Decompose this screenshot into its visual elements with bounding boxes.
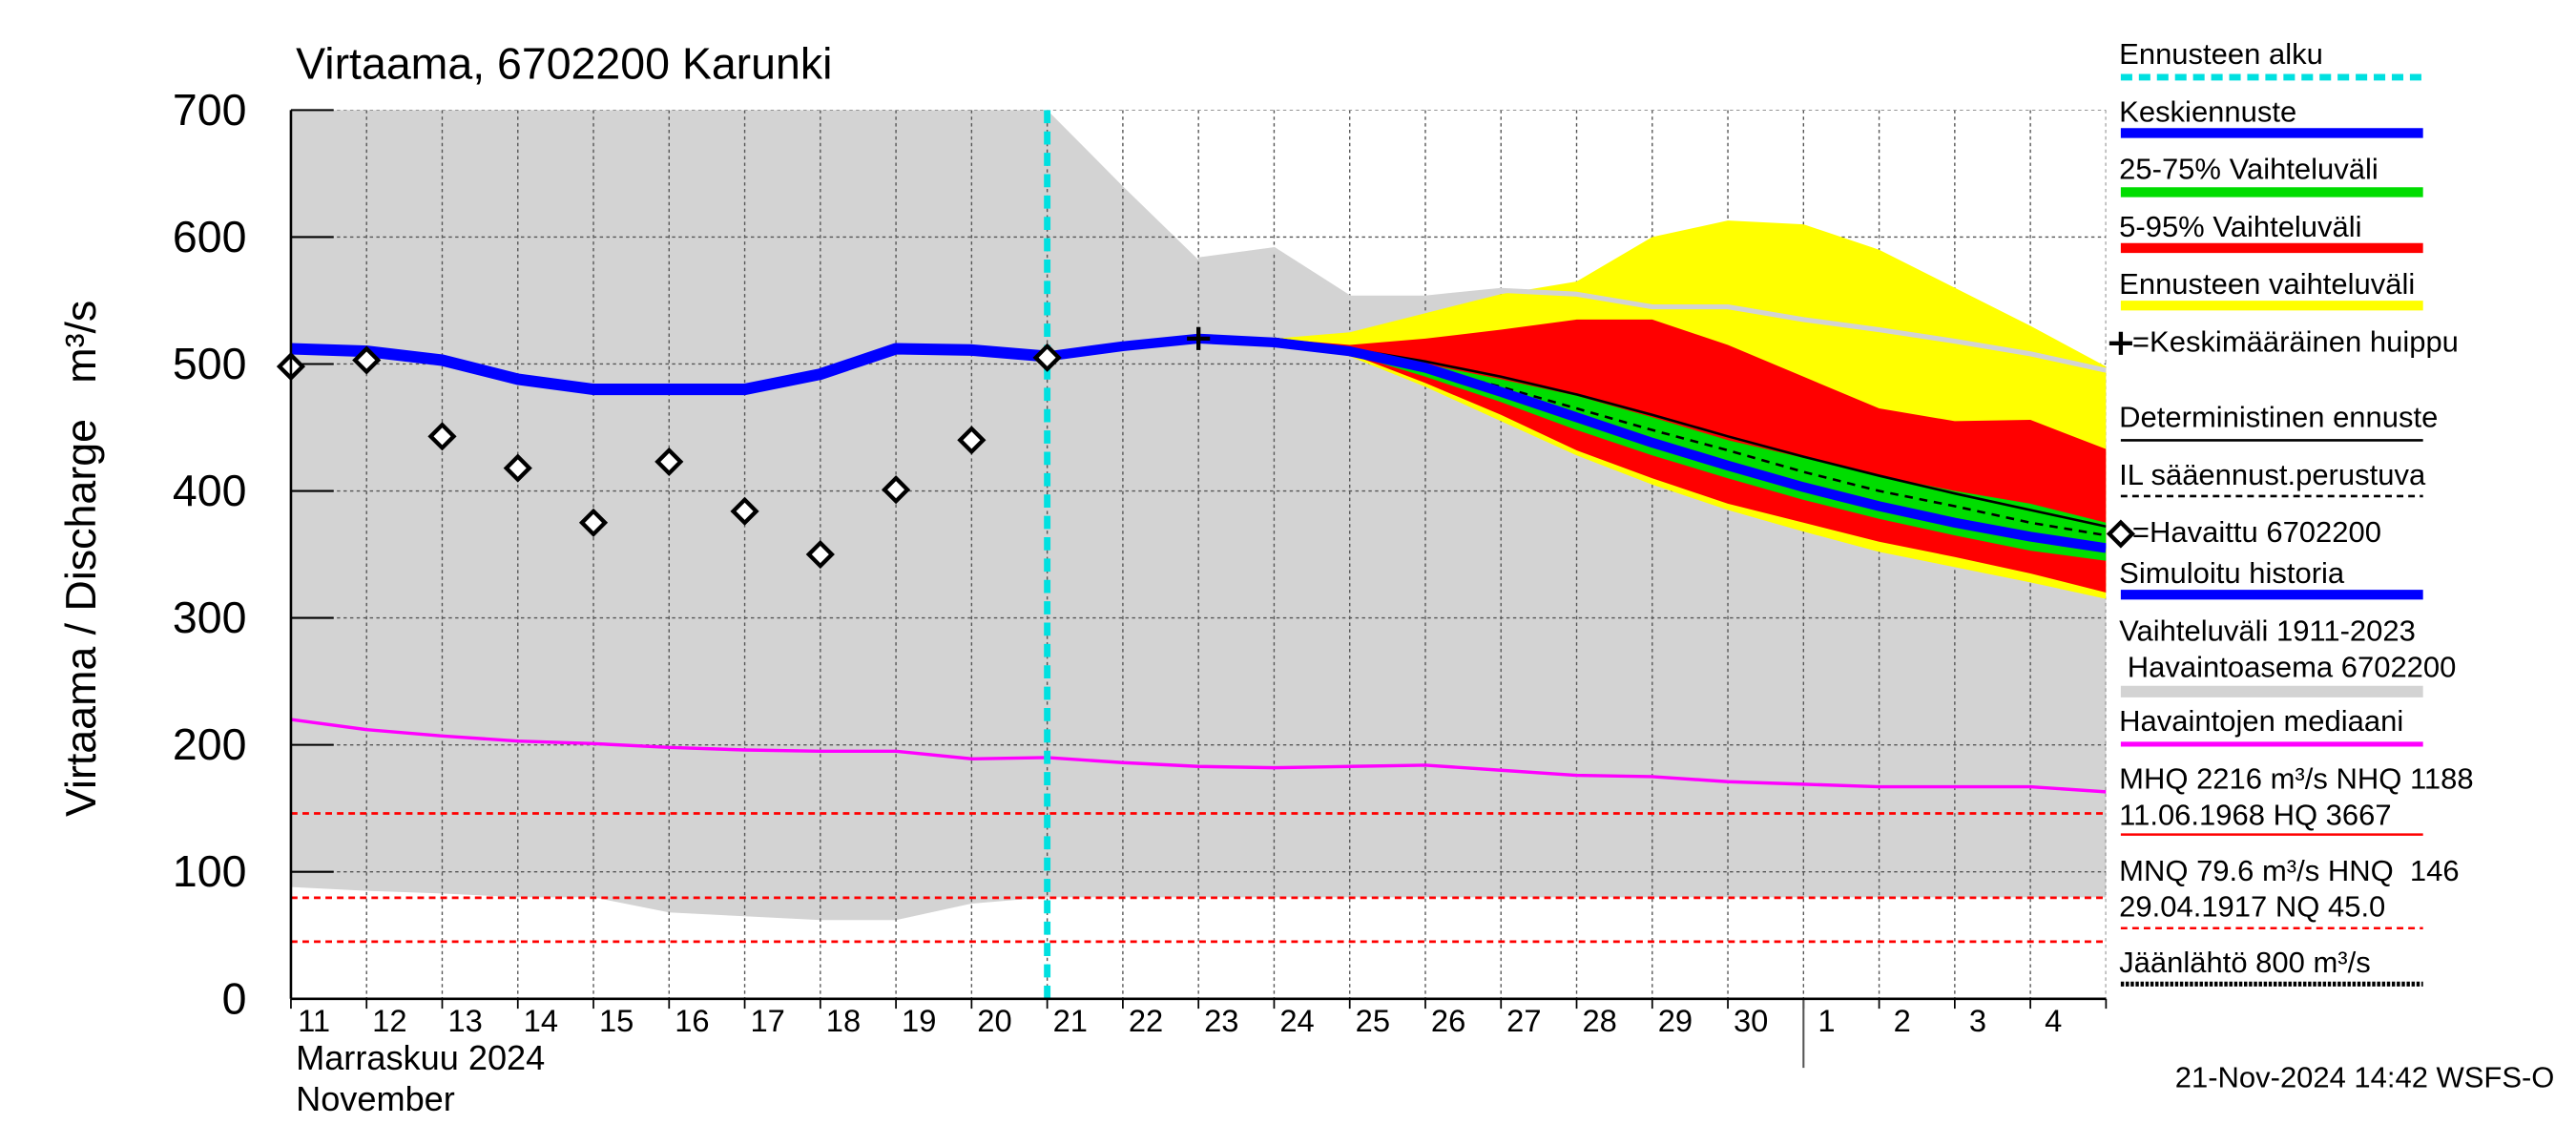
x-tick-label: 12 — [372, 1003, 406, 1038]
legend-item: MNQ 79.6 m³/s HNQ 146 — [2119, 854, 2460, 887]
legend-item: MHQ 2216 m³/s NHQ 1188 — [2119, 761, 2474, 796]
marker — [805, 539, 835, 570]
x-tick-label: 18 — [826, 1003, 861, 1038]
legend-item: Ennusteen alku — [2119, 37, 2323, 72]
legend-label: 5-95% Vaihteluväli — [2119, 210, 2362, 243]
legend-item: Simuloitu historia — [2119, 556, 2345, 591]
legend-item: Jäänlähtö 800 m³/s — [2119, 946, 2371, 980]
marker — [352, 345, 382, 375]
legend-label: =Keskimääräinen huippu — [2131, 324, 2459, 359]
marker — [2106, 519, 2135, 549]
legend-label: Ennusteen alku — [2119, 37, 2323, 72]
x-tick-label: 25 — [1356, 1003, 1390, 1038]
x-tick-label: 2 — [1894, 1003, 1911, 1038]
plot-area — [290, 110, 2107, 999]
x-tick-label: 16 — [675, 1003, 709, 1038]
line — [290, 343, 1049, 396]
legend-label: IL sääennust.perustuva — [2119, 458, 2426, 491]
x-tick-label: 22 — [1129, 1003, 1163, 1038]
x-tick-label: 4 — [2045, 1003, 2062, 1038]
marker — [503, 453, 532, 483]
y-tick-label: 0 — [222, 973, 247, 1023]
legend-item: IL sääennust.perustuva — [2119, 458, 2426, 491]
y-tick-label: 700 — [173, 85, 247, 135]
legend-label: Jäänlähtö 800 m³/s — [2119, 946, 2371, 980]
legend-label: MNQ 79.6 m³/s HNQ 146 — [2119, 854, 2460, 887]
range-upper-edge — [1197, 247, 2107, 373]
marker — [882, 475, 911, 505]
marker — [578, 508, 609, 537]
timestamp: 21-Nov-2024 14:42 WSFS-O — [2175, 1061, 2555, 1094]
legend-item: Deterministinen ennuste — [2119, 401, 2439, 434]
x-tick-label: 14 — [524, 1003, 558, 1038]
legend-label: Deterministinen ennuste — [2119, 401, 2439, 434]
chart-title: Virtaama, 6702200 Karunki — [296, 39, 832, 89]
legend-label: 11.06.1968 HQ 3667 — [2119, 798, 2392, 832]
x-tick-label: 30 — [1734, 1003, 1768, 1038]
marker — [1032, 343, 1062, 372]
y-tick-label: 600 — [173, 212, 247, 261]
marker — [1187, 326, 1211, 350]
legend-item: Keskiennuste — [2119, 94, 2297, 129]
y-axis-label: Virtaama / Discharge m³/s — [57, 301, 105, 817]
legend-item: Ennusteen vaihteluväli — [2119, 267, 2416, 302]
legend-label: Vaihteluväli 1911-2023 Havaintoasema 670… — [2119, 614, 2457, 684]
legend-item: =Havaittu 6702200 — [2131, 515, 2381, 550]
x-tick-label: 1 — [1818, 1003, 1835, 1038]
x-tick-label: 29 — [1658, 1003, 1693, 1038]
line — [1274, 337, 2107, 529]
y-tick-label: 100 — [173, 846, 247, 896]
legend-label: Havaintojen mediaani — [2119, 704, 2404, 739]
line — [290, 718, 2107, 794]
legend-item: 11.06.1968 HQ 3667 — [2119, 798, 2392, 832]
marker — [957, 426, 987, 455]
marker — [730, 496, 759, 526]
legend-item: 5-95% Vaihteluväli — [2119, 210, 2362, 243]
month-label: Marraskuu 2024 — [296, 1038, 545, 1077]
legend-label: MHQ 2216 m³/s NHQ 1188 — [2119, 761, 2474, 796]
x-tick-label: 28 — [1582, 1003, 1616, 1038]
legend-label: Ennusteen vaihteluväli — [2119, 267, 2416, 302]
legend-item: =Keskimääräinen huippu — [2131, 324, 2459, 359]
x-tick-label: 17 — [751, 1003, 785, 1038]
legend-item: Havaintojen mediaani — [2119, 704, 2404, 739]
x-tick-label: 27 — [1506, 1003, 1541, 1038]
x-tick-label: 11 — [298, 1003, 330, 1038]
marker — [427, 422, 457, 451]
y-tick-label: 400 — [173, 466, 247, 515]
legend-label: Keskiennuste — [2119, 94, 2297, 129]
x-tick-label: 24 — [1279, 1003, 1314, 1038]
x-tick-label: 20 — [977, 1003, 1011, 1038]
marker — [654, 447, 684, 477]
x-tick-label: 23 — [1204, 1003, 1238, 1038]
legend-label: =Havaittu 6702200 — [2131, 515, 2381, 550]
legend-label: Simuloitu historia — [2119, 556, 2345, 591]
line — [1046, 333, 2107, 553]
legend-item: Vaihteluväli 1911-2023 Havaintoasema 670… — [2119, 614, 2457, 684]
x-tick-label: 15 — [599, 1003, 634, 1038]
y-tick-label: 200 — [173, 719, 247, 769]
x-tick-label: 19 — [902, 1003, 936, 1038]
y-tick-label: 500 — [173, 339, 247, 388]
legend-label: 29.04.1917 NQ 45.0 — [2119, 890, 2386, 924]
legend-item: 29.04.1917 NQ 45.0 — [2119, 890, 2386, 924]
x-tick-label: 21 — [1053, 1003, 1088, 1038]
x-tick-label: 3 — [1969, 1003, 1986, 1038]
marker — [2109, 331, 2132, 355]
x-tick-label: 26 — [1431, 1003, 1465, 1038]
x-tick-label: 13 — [447, 1003, 482, 1038]
legend-label: 25-75% Vaihteluväli — [2119, 153, 2379, 186]
month-label-en: November — [296, 1079, 455, 1118]
legend-item: 25-75% Vaihteluväli — [2119, 153, 2379, 186]
y-tick-label: 300 — [173, 593, 247, 642]
